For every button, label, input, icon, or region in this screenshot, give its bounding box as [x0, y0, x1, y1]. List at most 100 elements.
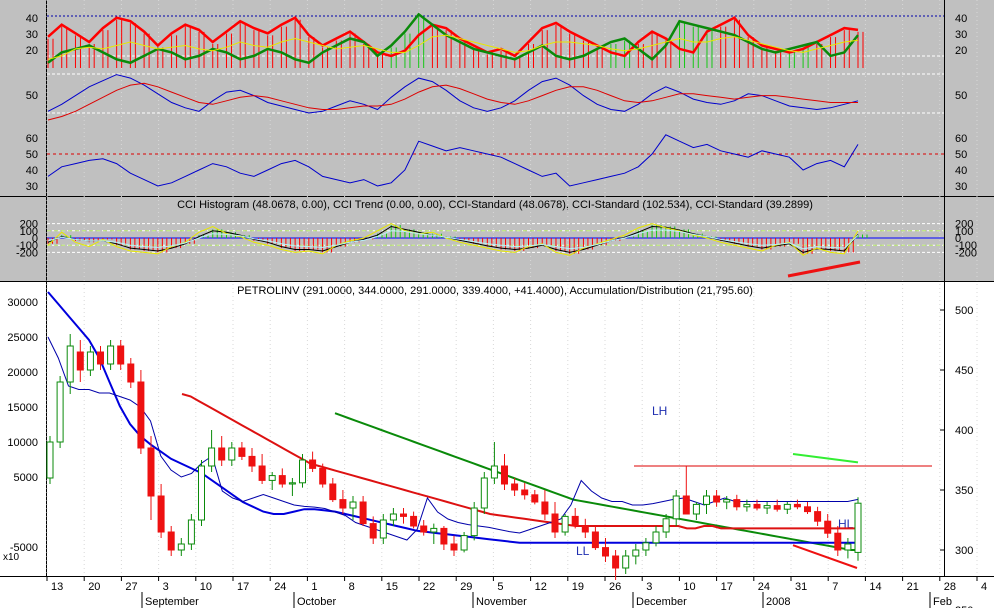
cci-tick-left: 0: [32, 233, 38, 245]
candle-body: [561, 515, 569, 533]
adx-series-line: [47, 34, 859, 60]
x-tick-label: 20: [88, 581, 100, 593]
ad-tick-left: 10000: [7, 437, 38, 449]
ma-blue-line: [47, 291, 858, 544]
candle-body: [187, 519, 195, 545]
candle-body: [147, 447, 155, 497]
x-tick-label: 3: [646, 581, 652, 593]
candle-body: [682, 495, 690, 515]
candle-body: [551, 513, 559, 533]
trend-segment-green: [792, 453, 859, 464]
candle-body: [662, 518, 670, 533]
rsi-tick-left: 50: [26, 149, 38, 161]
candle-body: [420, 525, 428, 533]
price-pane: [0, 282, 994, 576]
cci-tick-left: 200: [20, 219, 38, 231]
candle-body: [137, 381, 145, 449]
adx-tick-left: 20: [26, 45, 38, 57]
x-tick-label: 22: [423, 581, 435, 593]
candle-body: [349, 501, 357, 509]
candle-body: [753, 503, 761, 509]
candle-body: [258, 465, 266, 481]
cci-trendline: [787, 260, 861, 278]
candle-body: [541, 501, 549, 515]
x-tick-label: 19: [572, 581, 584, 593]
x-tick-label: 4: [981, 581, 987, 593]
candle-body: [97, 351, 104, 365]
month-label: 2008: [766, 596, 790, 608]
candle-body: [511, 483, 519, 491]
stoch-series-line: [47, 74, 859, 114]
candle-body: [157, 495, 165, 533]
rsi-tick-right: 60: [955, 133, 967, 145]
candle-body: [834, 532, 842, 551]
candle-body: [783, 503, 791, 510]
candle-body: [86, 351, 94, 371]
candle-body: [248, 455, 256, 467]
candle-body: [581, 525, 589, 533]
rsi-tick-left: 60: [26, 133, 38, 145]
x-tick-label: 24: [758, 581, 770, 593]
x-tick-label: 24: [274, 581, 286, 593]
ad-tick-left: 5000: [14, 472, 38, 484]
candle-body: [723, 499, 731, 503]
x-tick-label: 17: [237, 581, 249, 593]
candle-body: [309, 459, 317, 469]
candle-body: [379, 519, 387, 539]
x-tick-label: 29: [460, 581, 472, 593]
candle-body: [763, 505, 771, 509]
adx-tick-right: 30: [955, 29, 967, 41]
candle-body: [299, 459, 306, 484]
candle-body: [571, 515, 579, 527]
candle-body: [642, 542, 650, 551]
candle-body: [117, 345, 125, 365]
x-axis-band: [0, 576, 994, 608]
candle-body: [470, 507, 478, 537]
rsi-tick-right: 30: [955, 181, 967, 193]
adx-series-line: [47, 16, 859, 58]
cci-tick-right: -200: [955, 247, 977, 259]
candle-body: [632, 549, 640, 557]
annotation-ll: LL: [576, 544, 590, 558]
rsi-tick-right: 40: [955, 165, 967, 177]
price-tick-right: 400: [955, 425, 973, 437]
candle-body: [66, 345, 74, 383]
candle-body: [450, 543, 458, 551]
rsi-series-line: [47, 134, 859, 187]
x-tick-label: 1: [311, 581, 317, 593]
cci-tick-right: 200: [955, 219, 973, 231]
x-tick-label: 7: [832, 581, 838, 593]
candle-body: [531, 494, 539, 503]
x-tick-label: 5: [497, 581, 503, 593]
candle-body: [177, 543, 185, 551]
cci-tick-left: 100: [20, 226, 38, 238]
candle-body: [127, 363, 135, 383]
stoch-series-line: [47, 82, 858, 121]
cci-tick-left: -200: [16, 247, 38, 259]
x-tick-label: 27: [125, 581, 137, 593]
month-label: November: [476, 596, 527, 608]
ad-tick-left: -5000: [10, 542, 38, 554]
candle-body: [410, 515, 418, 527]
price-tick-right: 500: [955, 305, 973, 317]
candle-body: [268, 475, 276, 481]
x-tick-label: 14: [869, 581, 881, 593]
month-label: September: [145, 596, 199, 608]
multiplier-label: x10: [3, 552, 20, 563]
cci-tick-left: -100: [16, 240, 38, 252]
cci-tick-right: 100: [955, 226, 973, 238]
ma-green-line: [334, 412, 858, 551]
cci-tick-right: 0: [955, 233, 961, 245]
candle-body: [814, 511, 822, 522]
candle-body: [339, 499, 347, 509]
annotation-lh: LH: [652, 404, 667, 418]
x-tick-label: 3: [163, 581, 169, 593]
candle-body: [198, 465, 205, 521]
price-tick-right: 450: [955, 365, 973, 377]
cci-series-line: [47, 229, 859, 250]
x-tick-label: 26: [609, 581, 621, 593]
candle-body: [56, 381, 64, 443]
